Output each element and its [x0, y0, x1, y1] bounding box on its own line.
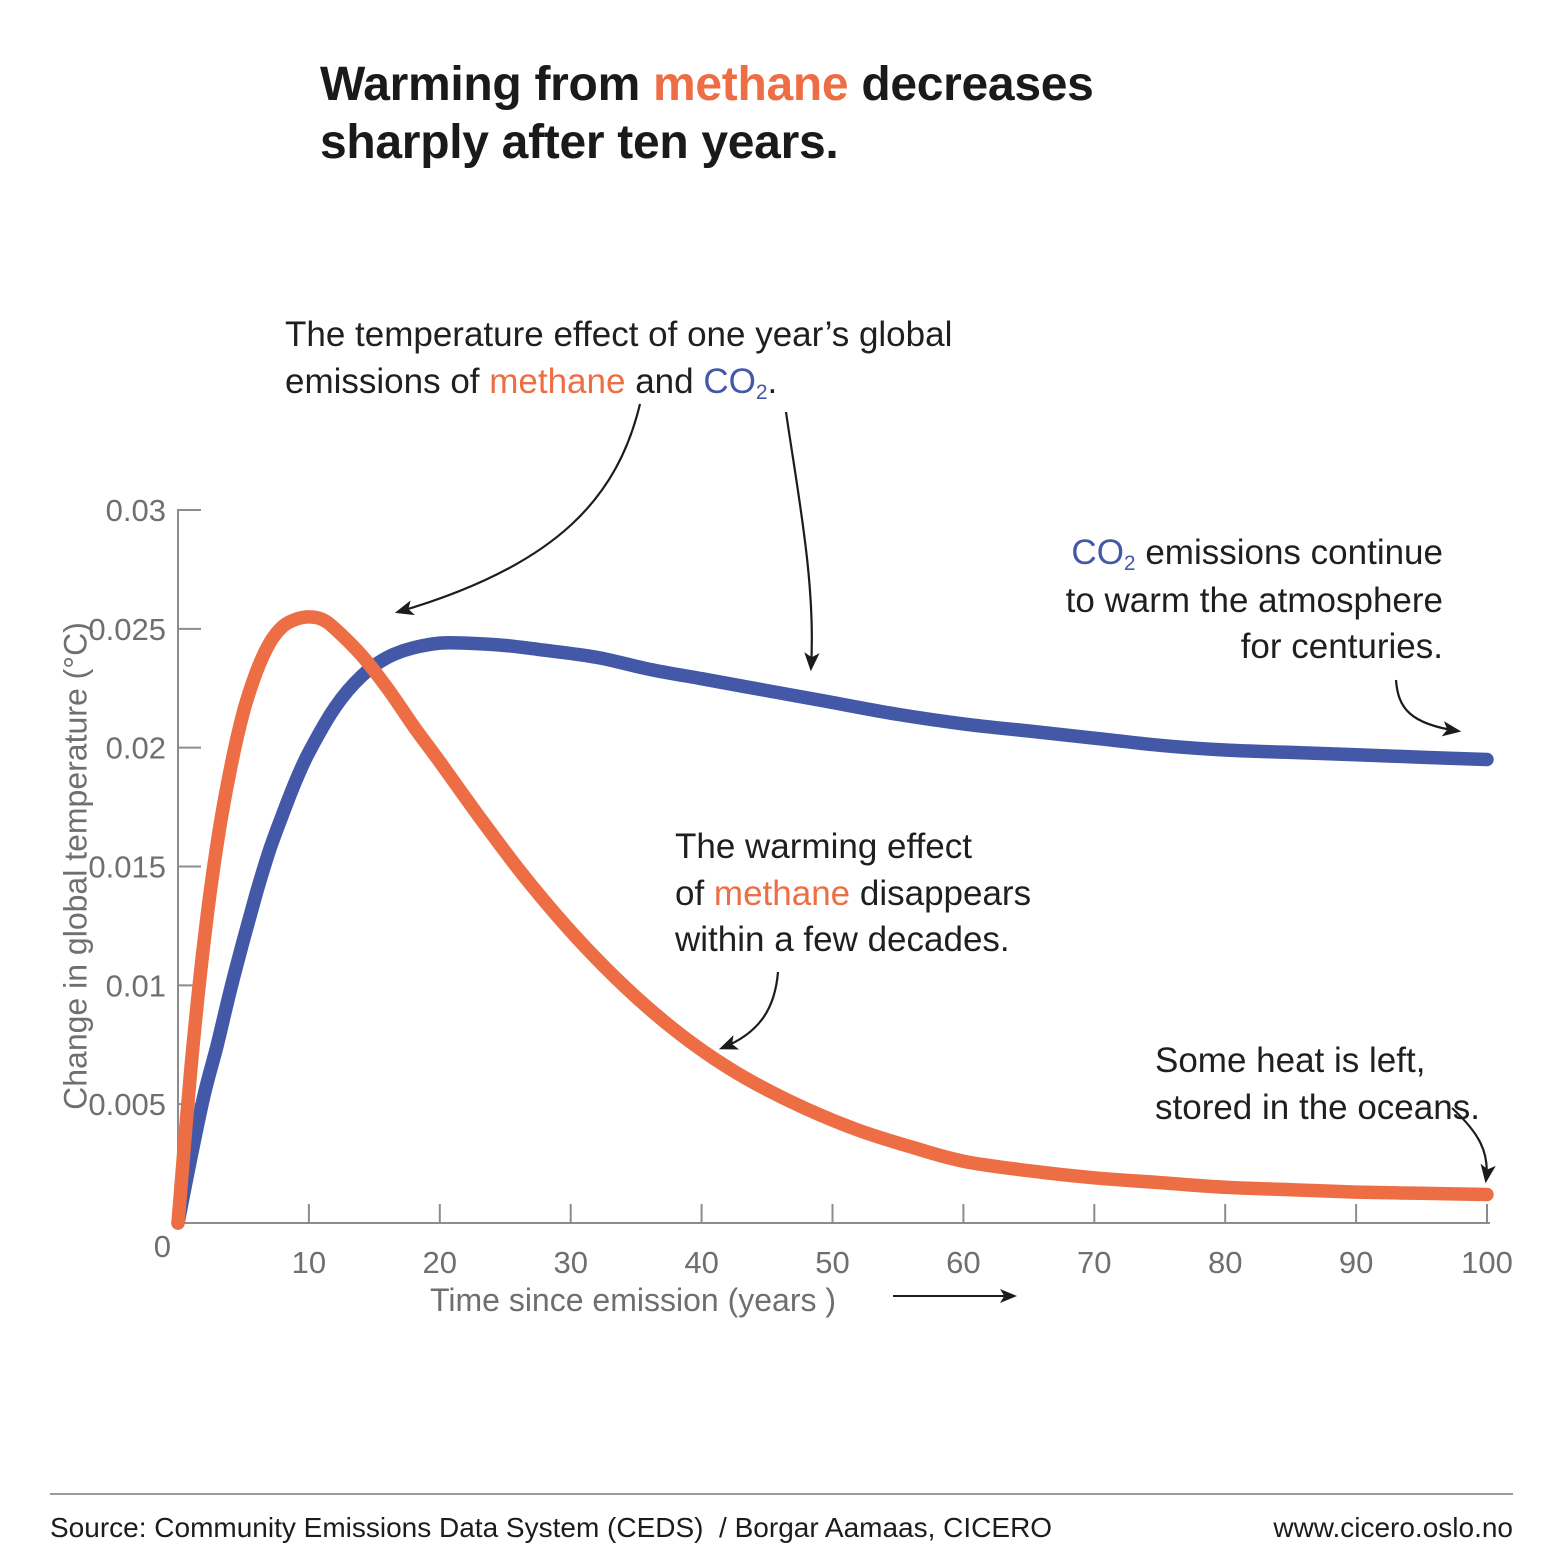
arrow-to-methane-peak — [394, 403, 642, 616]
text-segment: of — [675, 873, 714, 913]
text-segment: sharply after ten years. — [320, 116, 839, 170]
text-segment: 2 — [1123, 551, 1136, 575]
chart-title: Warming from methane decreases sharply af… — [320, 56, 1094, 172]
text-segment: The temperature effect of one year’s glo… — [285, 315, 953, 354]
text-segment: for centuries. — [1240, 627, 1443, 667]
text-segment: methane — [713, 873, 851, 913]
text-segment: 2 — [755, 380, 768, 404]
y-tick-label: 0.03 — [106, 493, 166, 528]
arrow-to-co2-curve-end — [1394, 679, 1462, 737]
x-axis-label: Time since emission (years ) — [430, 1282, 837, 1318]
x-tick-label: 30 — [553, 1245, 587, 1280]
text-segment: CO — [1071, 533, 1124, 572]
y-tick-label: 0.005 — [88, 1087, 166, 1122]
annotation-co2-continues: CO2 emissions continue to warm the atmosp… — [1066, 530, 1443, 671]
x-tick-label: 60 — [946, 1245, 980, 1280]
y-tick-label: 0 — [154, 1229, 171, 1264]
source-credit: Source: Community Emissions Data System … — [50, 1512, 1053, 1543]
methane-curve — [171, 610, 1494, 1230]
co2-curve — [171, 635, 1494, 1230]
axis-tick-labels: 10 20 30 40 50 60 70 80 90 100 0 0.005 0.01 0.015 0.02… — [88, 493, 1512, 1280]
website-url: www.cicero.oslo.no — [1273, 1512, 1513, 1543]
y-tick-label: 0.02 — [106, 731, 166, 766]
text-segment: decreases — [848, 58, 1094, 111]
x-tick-label: 40 — [684, 1245, 718, 1280]
text-segment: emissions of — [285, 361, 490, 401]
annotation-some-heat: Some heat is left, stored in the oceans. — [1155, 1038, 1480, 1131]
text-segment: to warm the atmosphere — [1065, 580, 1443, 620]
text-segment: stored in the oceans. — [1155, 1087, 1480, 1127]
x-tick-label: 80 — [1208, 1245, 1242, 1280]
x-tick-label: 50 — [815, 1245, 849, 1280]
annotation-temperature-effect: The temperature effect of one year’s glo… — [285, 312, 952, 406]
arrow-to-co2-curve — [784, 411, 820, 672]
text-segment: methane — [653, 58, 849, 111]
text-segment: The warming effect — [675, 827, 972, 866]
x-tick-label: 10 — [292, 1245, 326, 1280]
x-tick-label: 90 — [1339, 1245, 1373, 1280]
x-tick-label: 70 — [1077, 1245, 1111, 1280]
text-segment: and — [625, 361, 704, 401]
arrow-to-methane-curve-end — [1451, 1107, 1496, 1184]
text-segment: Some heat is left, — [1155, 1041, 1426, 1080]
y-tick-label: 0.025 — [88, 612, 166, 647]
text-segment: disappears — [850, 873, 1032, 913]
y-tick-label: 0.015 — [88, 850, 166, 885]
text-segment: . — [767, 361, 778, 401]
y-tick-label: 0.01 — [106, 968, 166, 1003]
text-segment: within a few decades. — [675, 920, 1010, 960]
text-segment: CO — [703, 361, 756, 401]
annotation-methane-disappears: The warming effect of methane disappears w… — [675, 824, 1031, 964]
text-segment: methane — [489, 361, 626, 401]
arrow-to-methane-tail — [718, 971, 780, 1050]
x-tick-label: 20 — [423, 1245, 457, 1280]
text-segment: Warming from — [320, 58, 653, 111]
curves — [171, 610, 1494, 1230]
footer-divider — [50, 1493, 1513, 1495]
text-segment: emissions continue — [1135, 533, 1443, 572]
x-tick-label: 100 — [1461, 1245, 1513, 1280]
